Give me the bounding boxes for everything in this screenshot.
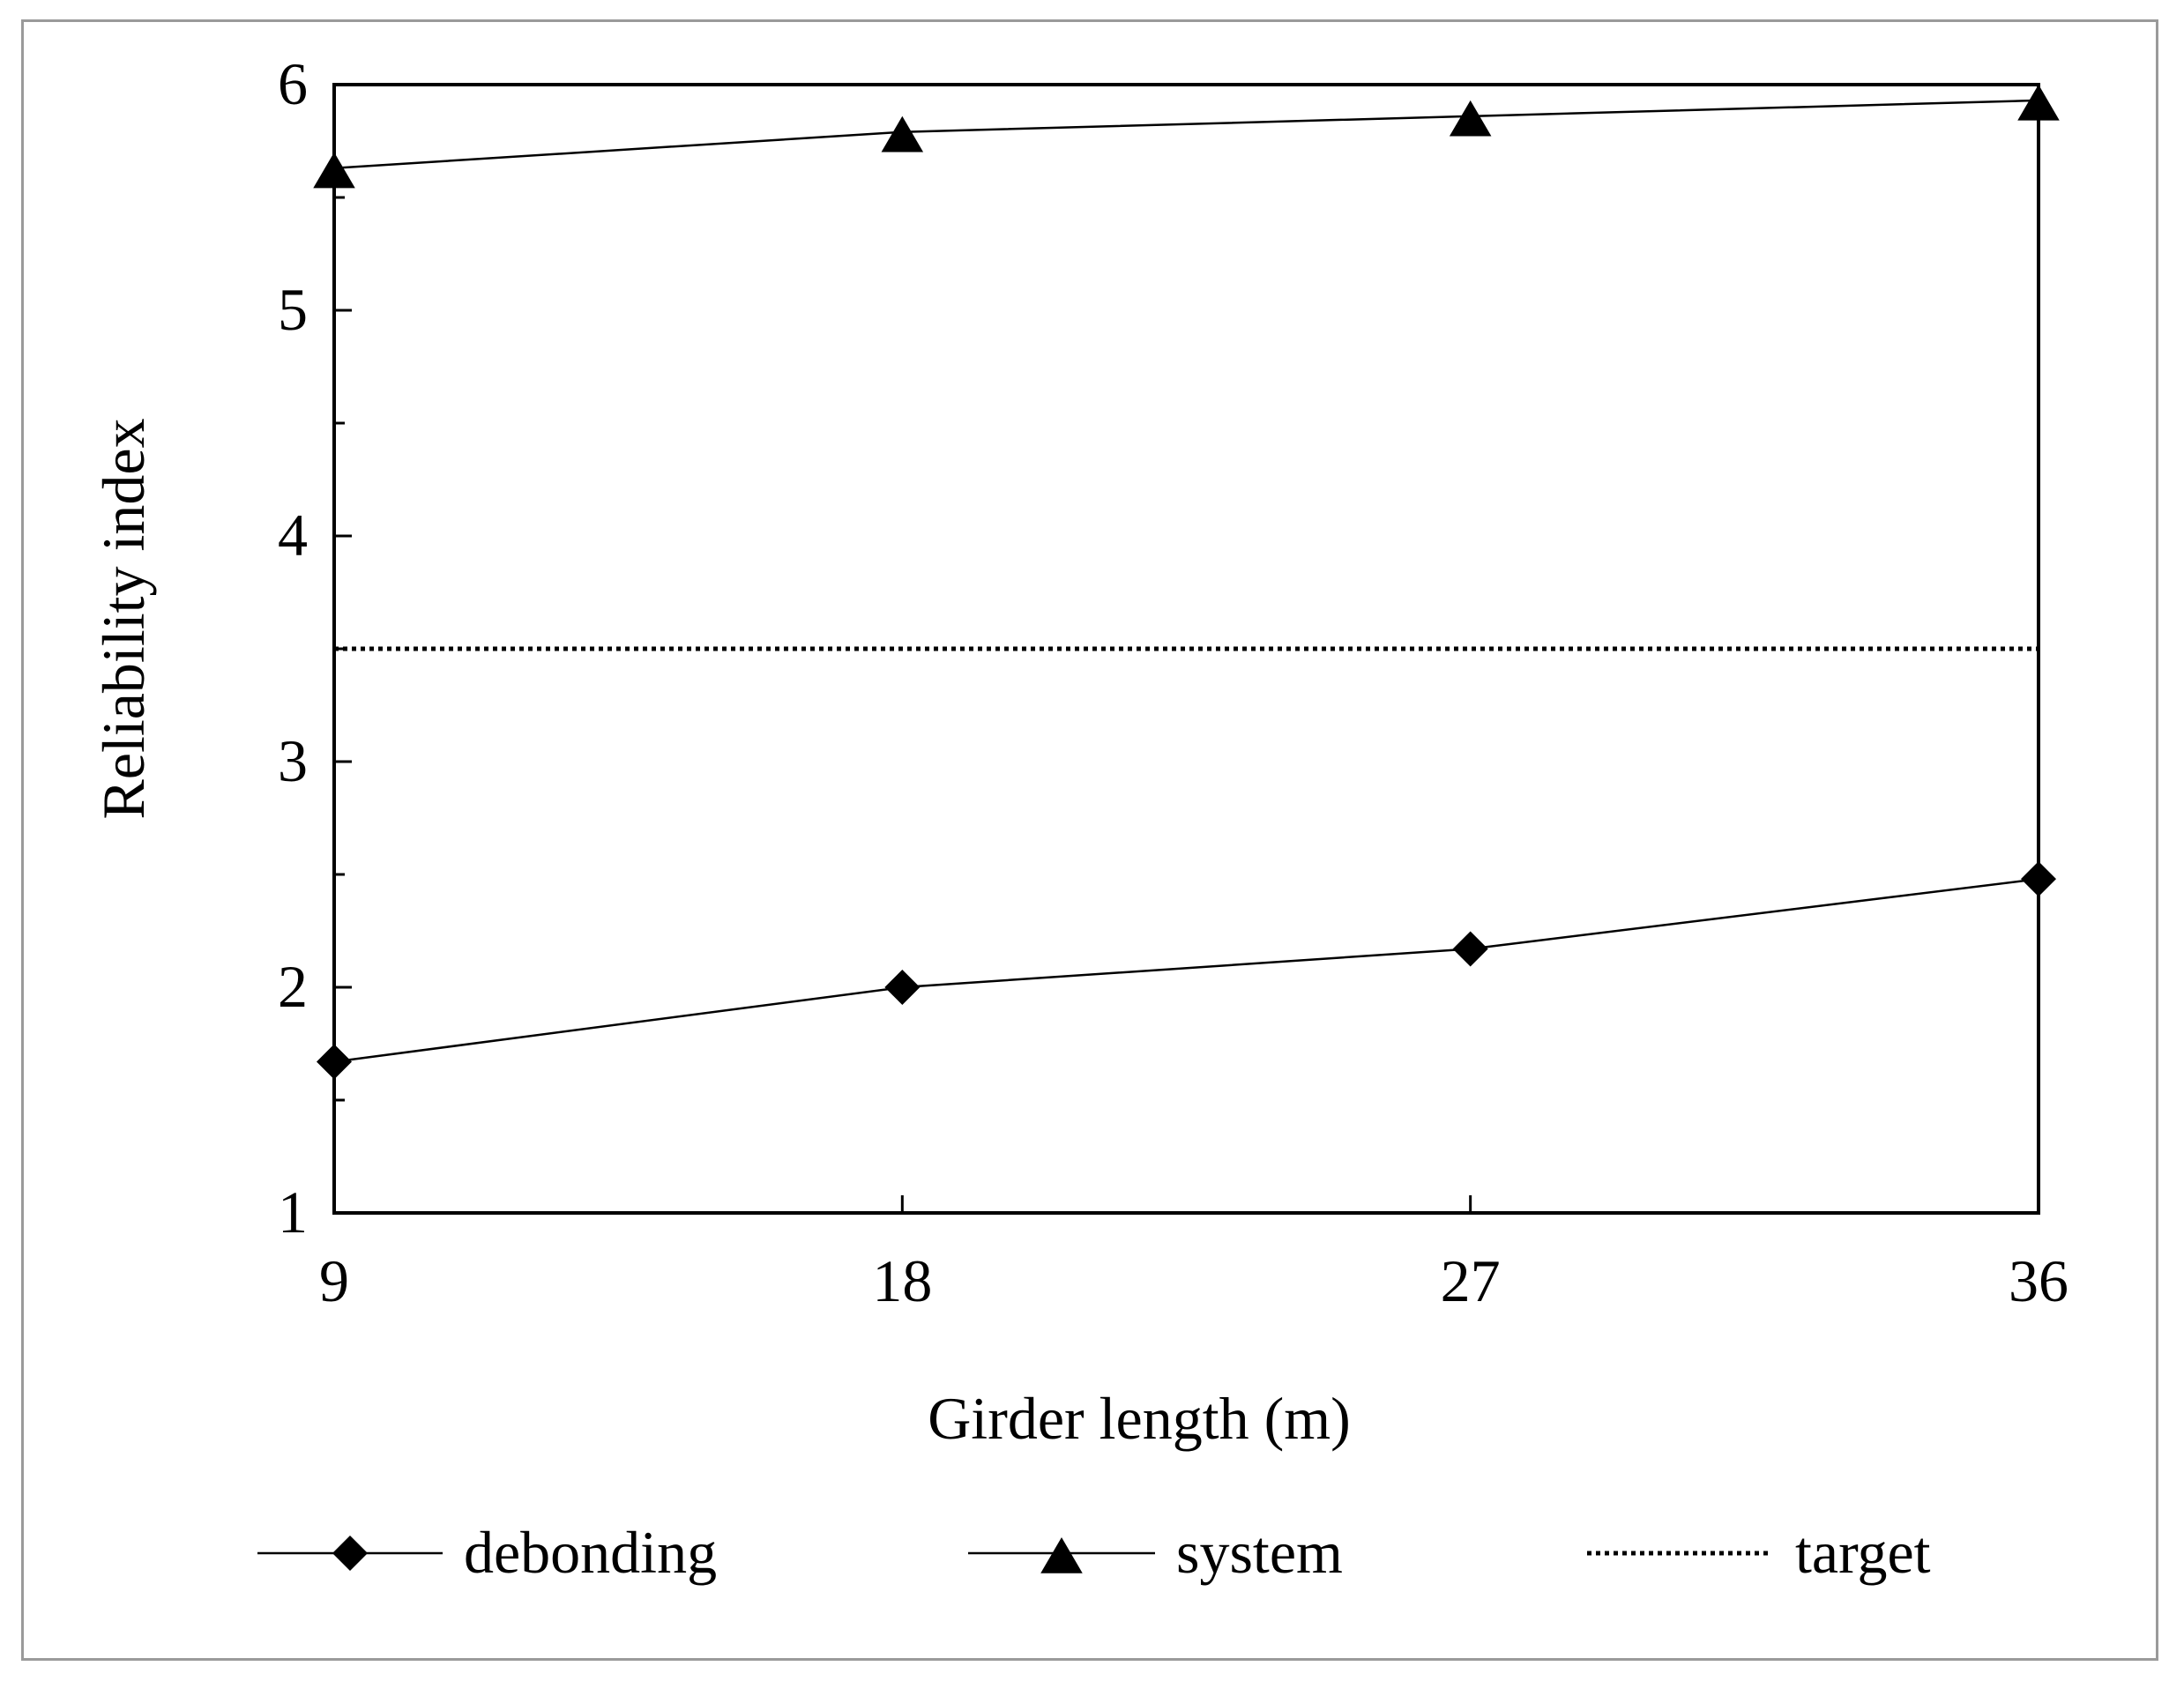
series-line-system — [333, 99, 2039, 169]
y-tick-label: 3 — [278, 727, 308, 794]
y-tick-label: 5 — [278, 276, 308, 343]
legend-marker-system — [1040, 1537, 1083, 1573]
x-tick-label: 18 — [872, 1247, 932, 1314]
y-tick-label: 4 — [278, 502, 308, 569]
series-line-debonding — [333, 877, 2039, 1063]
y-axis-title: Reliability index — [90, 418, 157, 819]
x-axis-title: Girder length (m) — [928, 1385, 1351, 1452]
legend-label-system: system — [1176, 1519, 1343, 1586]
x-tick-label: 27 — [1441, 1247, 1501, 1314]
data-point-system — [2017, 84, 2060, 121]
y-tick-label: 2 — [278, 953, 308, 1020]
legend-item-target: target — [1587, 1519, 1931, 1586]
x-tick-label: 36 — [2009, 1247, 2068, 1314]
legend-marker-debonding — [332, 1536, 368, 1571]
legend-label-target: target — [1795, 1519, 1931, 1586]
figure-frame — [21, 19, 2158, 1661]
y-tick-label: 6 — [278, 50, 308, 117]
data-point-debonding — [317, 1044, 352, 1080]
legend: debonding system target — [257, 1519, 1931, 1586]
legend-item-system: system — [968, 1519, 1343, 1586]
tick-layer: 1 2 3 4 5 6 9 18 27 36 — [278, 50, 2068, 1314]
legend-label-debonding: debonding — [464, 1519, 717, 1586]
data-point-system — [881, 115, 924, 152]
series-layer — [313, 84, 2060, 1080]
data-point-debonding — [2021, 861, 2056, 897]
legend-item-debonding: debonding — [257, 1519, 717, 1586]
data-point-debonding — [884, 970, 921, 1005]
data-point-debonding — [1452, 931, 1488, 967]
data-point-system — [313, 152, 355, 189]
x-tick-label: 9 — [319, 1247, 349, 1314]
data-point-system — [1449, 100, 1492, 137]
y-tick-label: 1 — [278, 1179, 308, 1246]
